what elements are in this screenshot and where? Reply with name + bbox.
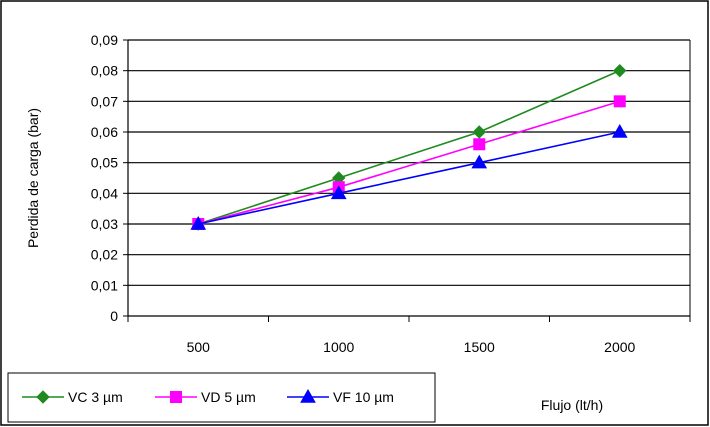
legend-marker [170, 391, 182, 403]
data-point [471, 154, 488, 169]
x-axis-title: Flujo (lt/h) [541, 397, 603, 413]
data-point [613, 63, 627, 78]
y-axis-title: Perdida de carga (bar) [25, 108, 41, 248]
y-tick-label: 0,03 [91, 216, 118, 232]
legend-marker [300, 388, 316, 403]
series-line [198, 69, 621, 225]
y-tick-label: 0,07 [91, 93, 118, 109]
series-line [198, 131, 620, 225]
x-tick-label: 2000 [604, 339, 635, 355]
data-point [190, 215, 207, 230]
data-point [472, 125, 486, 139]
axis-layer: 0 0,01 0,02 0,03 0,04 0,05 0,06 0,07 0,08 0,09 500… [91, 32, 691, 355]
legend-item: VD 5 µm [155, 389, 256, 405]
data-point [611, 123, 628, 138]
legend-label: VF 10 µm [333, 389, 394, 405]
legend-label: VC 3 µm [68, 389, 123, 405]
x-tick-label: 1500 [464, 339, 495, 355]
y-tick-label: 0,04 [91, 185, 118, 201]
y-tick-label: 0 [110, 308, 118, 324]
data-point [473, 138, 486, 151]
data-point [613, 95, 626, 108]
x-tick-label: 500 [187, 339, 211, 355]
legend-label: VD 5 µm [201, 389, 256, 405]
y-tick-label: 0,01 [91, 277, 118, 293]
series-3 [190, 123, 628, 230]
series-layer [190, 63, 628, 231]
legend-box [7, 372, 436, 423]
grid-layer [128, 39, 690, 286]
y-tick-label: 0,02 [91, 247, 118, 263]
legend-item: VC 3 µm [22, 389, 123, 405]
y-tick-label: 0,06 [91, 124, 118, 140]
legend-marker [36, 390, 50, 404]
legend-item: VF 10 µm [287, 388, 394, 405]
y-tick-label: 0,09 [91, 32, 118, 48]
x-tick-label: 1000 [323, 339, 354, 355]
y-tick-label: 0,05 [91, 155, 118, 171]
y-tick-label: 0,08 [91, 63, 118, 79]
legend-items: VC 3 µm VD 5 µm VF 10 µm [22, 388, 394, 405]
data-point [330, 185, 347, 200]
series-1 [191, 63, 627, 231]
series-line [198, 100, 620, 225]
legend: VC 3 µm VD 5 µm VF 10 µm [7, 372, 436, 423]
